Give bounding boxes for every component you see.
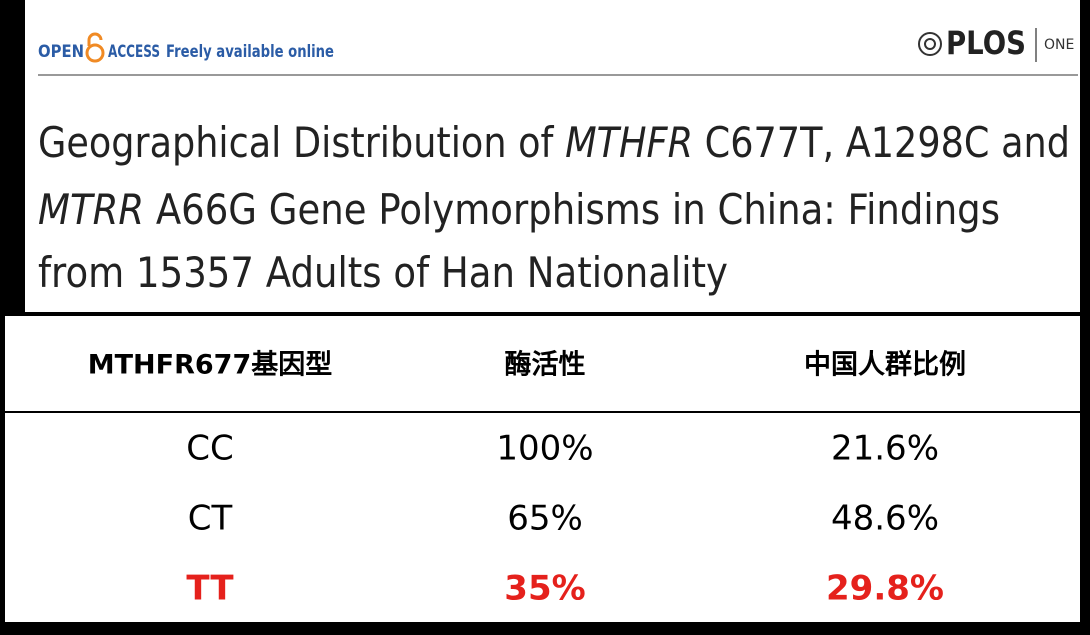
title-segment: Geographical Distribution of [38, 118, 565, 167]
table-cell: 48.6% [831, 499, 939, 539]
table-cell: TT [186, 569, 234, 609]
title-segment: MTRR [38, 185, 144, 234]
table-header-cell: 酶活性 [505, 350, 586, 381]
title-line: Geographical Distribution of MTHFR C677T… [38, 118, 1070, 167]
open-access-icon [85, 32, 105, 63]
open-label: OPEN [38, 42, 84, 62]
title-segment: C677T, A1298C and [693, 118, 1070, 167]
table-cell: CT [188, 499, 233, 539]
table-cell: 21.6% [831, 429, 939, 469]
table-cell: CC [186, 429, 233, 469]
journal: ONE [1044, 37, 1074, 53]
table-header-cell: MTHFR677基因型 [88, 350, 332, 381]
access-label: ACCESS [108, 42, 160, 62]
table-header-cell: 中国人群比例 [804, 350, 966, 381]
table-cell: 35% [504, 569, 585, 609]
title-line: MTRR A66G Gene Polymorphisms in China: F… [38, 185, 1000, 234]
table-cell: 65% [507, 499, 583, 539]
title-line: from 15357 Adults of Han Nationality [38, 248, 728, 297]
publisher: PLOS [946, 24, 1026, 62]
table-panel [5, 316, 1080, 622]
title-segment: MTHFR [565, 118, 693, 167]
table-cell: 100% [496, 429, 593, 469]
title-segment: A66G Gene Polymorphisms in China: Findin… [144, 185, 1000, 234]
plos-logo-icon [918, 32, 942, 56]
table-cell: 29.8% [826, 569, 944, 609]
paper-panel [25, 0, 1080, 312]
tagline: Freely available online [166, 42, 334, 62]
title-segment: from 15357 Adults of Han Nationality [38, 248, 728, 297]
